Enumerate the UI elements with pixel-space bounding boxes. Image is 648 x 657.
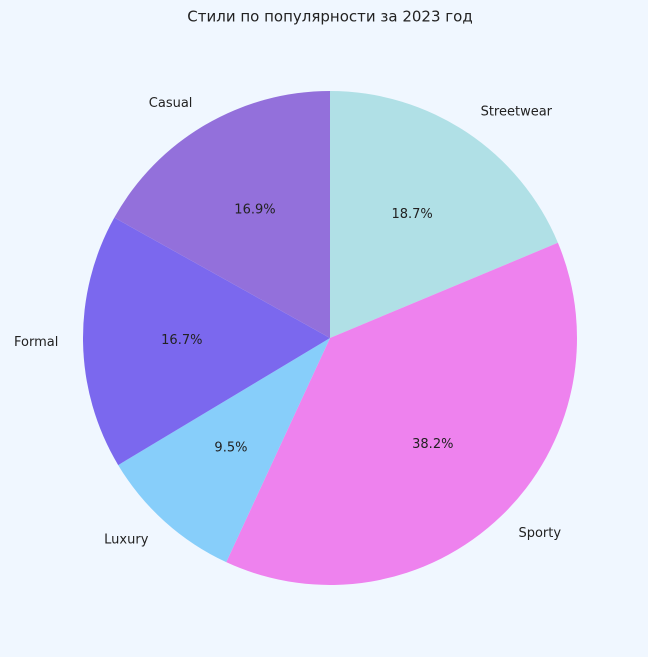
pie-slice	[82, 217, 330, 466]
slice-label: Luxury	[104, 533, 149, 548]
value-label: 9.5%	[214, 441, 247, 456]
chart-title: Стили по популярности за 2023 год	[187, 8, 472, 26]
pie-slice	[330, 91, 558, 338]
value-label: 38.2%	[412, 437, 453, 452]
pie-slice	[114, 91, 331, 338]
pie-slice	[118, 338, 330, 563]
value-label: 18.7%	[391, 207, 432, 222]
value-label: 16.7%	[161, 333, 202, 348]
slice-label: Casual	[149, 96, 193, 111]
slice-label: Streetwear	[481, 104, 553, 119]
value-label: 16.9%	[234, 203, 275, 218]
slice-label: Sporty	[518, 526, 561, 541]
pie-slice	[226, 242, 578, 586]
slice-label: Formal	[14, 335, 58, 350]
